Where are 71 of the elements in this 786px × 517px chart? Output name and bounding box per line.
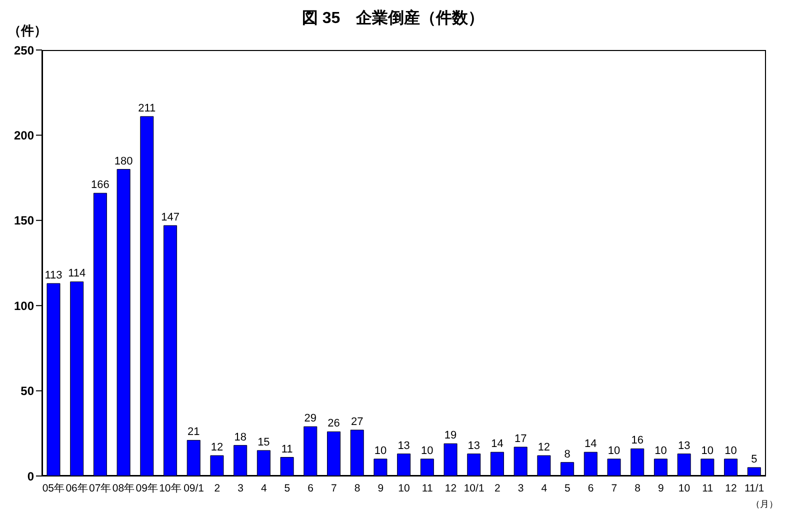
x-tick-label: 4	[541, 482, 548, 494]
x-tick-label: 10	[398, 482, 410, 494]
y-tick-label: 150	[14, 214, 34, 228]
y-tick-label: 200	[14, 128, 34, 142]
data-label: 10	[608, 444, 620, 457]
x-tick-label: 5	[564, 482, 571, 494]
data-label: 147	[161, 212, 180, 224]
x-tick-label: 11	[702, 482, 714, 494]
data-label: 211	[138, 102, 156, 114]
x-tick-label: 8	[354, 482, 360, 494]
y-tick-label: 50	[20, 384, 34, 398]
data-label: 13	[398, 440, 410, 452]
data-label: 10	[724, 444, 737, 457]
data-label: 19	[444, 430, 457, 442]
data-label: 13	[468, 440, 480, 452]
data-label: 10	[374, 444, 387, 457]
data-label: 14	[491, 438, 504, 450]
data-label: 17	[514, 433, 527, 446]
data-label: 13	[678, 440, 690, 452]
x-tick-label: 10年	[159, 482, 182, 494]
x-tick-label: 08年	[112, 482, 136, 494]
y-axis-title: （件）	[8, 22, 47, 40]
x-tick-label: 10/1	[464, 482, 484, 494]
data-label: 11	[281, 443, 293, 456]
x-tick-label: 4	[260, 482, 267, 494]
chart-title: 図 35 企業倒産（件数）	[302, 10, 484, 27]
data-label: 10	[654, 444, 667, 457]
x-tick-label: 05年	[42, 482, 66, 494]
x-tick-label: 06年	[66, 482, 88, 494]
data-label: 5	[751, 453, 758, 466]
data-label: 114	[68, 268, 86, 280]
x-tick-label: 09年	[136, 482, 158, 494]
x-tick-label: 8	[634, 482, 641, 494]
data-label: 10	[421, 444, 434, 457]
x-tick-label: 7	[611, 482, 618, 494]
x-tick-label: 12	[725, 482, 737, 494]
x-tick-label: 5	[284, 482, 290, 494]
data-label: 29	[304, 412, 317, 425]
y-tick-label: 0	[27, 469, 34, 484]
x-tick-label: 09/1	[184, 482, 204, 494]
y-tick-label: 250	[14, 43, 34, 58]
x-tick-label: 10	[678, 482, 690, 494]
data-label: 21	[188, 426, 200, 438]
data-label: 18	[234, 431, 246, 444]
x-tick-label: 2	[214, 482, 220, 494]
x-tick-label: 11/1	[744, 482, 764, 494]
x-tick-label: 07年	[89, 482, 112, 494]
x-tick-label: 7	[331, 482, 338, 494]
data-label: 113	[44, 269, 62, 282]
data-label: 180	[114, 155, 133, 168]
data-label: 166	[91, 179, 110, 192]
data-label: 16	[631, 434, 644, 447]
data-label: 14	[584, 438, 597, 450]
x-tick-label: 6	[588, 482, 594, 494]
x-tick-label: 3	[238, 482, 244, 494]
text: （月）	[751, 498, 778, 511]
x-tick-label: 12	[444, 482, 457, 494]
data-label: 15	[258, 436, 270, 448]
x-tick-label: 6	[308, 482, 314, 494]
x-tick-label: 2	[494, 482, 500, 494]
data-label: 8	[564, 448, 570, 460]
data-label: 27	[350, 416, 364, 428]
data-label: 10	[701, 444, 714, 457]
x-tick-label: 11	[422, 482, 433, 494]
y-tick-label: 100	[14, 298, 34, 313]
data-label: 26	[328, 418, 340, 430]
data-label: 12	[538, 442, 550, 454]
x-tick-label: 3	[518, 482, 524, 494]
data-label: 12	[210, 442, 224, 454]
x-tick-label: 9	[378, 482, 384, 494]
x-tick-label: 9	[658, 482, 664, 494]
